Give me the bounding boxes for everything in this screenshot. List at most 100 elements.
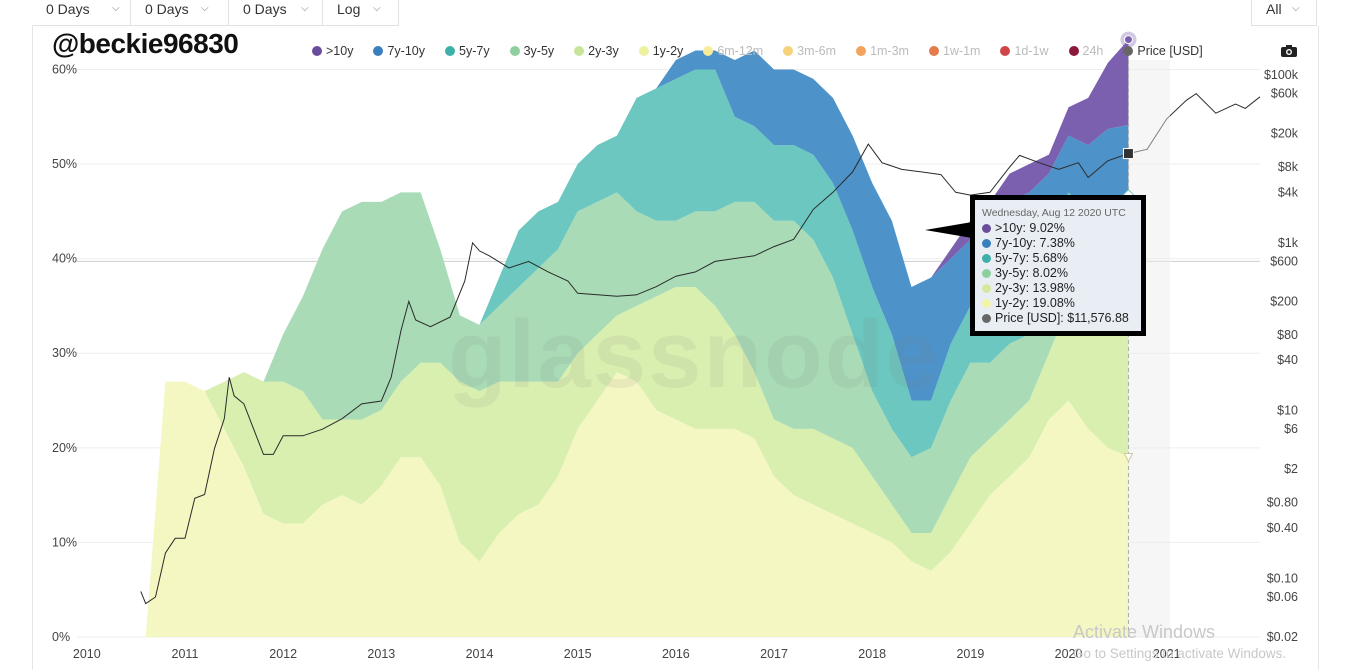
legend-item[interactable]: 2y-3y — [574, 44, 619, 58]
tooltip-label: 7y-10y: — [995, 236, 1040, 250]
range-dropdown-1[interactable]: 0 Days ⌵ — [32, 0, 131, 26]
chevron-down-icon: ⌵ — [1292, 3, 1300, 14]
tooltip-swatch — [982, 224, 991, 233]
legend-item[interactable]: 1y-2y — [638, 44, 683, 58]
tooltip-row: >10y: 9.02% — [982, 221, 1141, 236]
tooltip-swatch — [982, 269, 991, 278]
legend-item[interactable]: 7y-10y — [373, 44, 425, 58]
activate-windows-title: Activate Windows — [1073, 622, 1216, 642]
chevron-down-icon: ⌵ — [112, 3, 120, 14]
activate-windows-subtitle: Go to Settings to activate Windows. — [1073, 646, 1287, 661]
scale-dropdown[interactable]: Log ⌵ — [323, 0, 399, 26]
x-tick-label: 2011 — [172, 647, 199, 661]
legend-item[interactable]: 5y-7y — [445, 44, 490, 58]
legend-item[interactable]: 24h — [1068, 44, 1103, 58]
x-tick-label: 2015 — [564, 647, 592, 661]
x-tick-label: 2016 — [662, 647, 690, 661]
legend-swatch — [445, 46, 455, 56]
tooltip-row: 3y-5y: 8.02% — [982, 266, 1141, 281]
y-tick-label-left: 20% — [52, 441, 77, 455]
y-tick-label-right: $100k — [1264, 68, 1299, 82]
legend-swatch — [312, 46, 322, 56]
x-tick-label: 2019 — [956, 647, 984, 661]
username-watermark: @beckie96830 — [52, 28, 239, 59]
tooltip-label: 1y-2y: — [995, 296, 1033, 310]
tooltip-label: 2y-3y: — [995, 281, 1033, 295]
price-series-line — [140, 92, 1261, 605]
tooltip-row: 1y-2y: 19.08% — [982, 296, 1141, 311]
tooltip-swatch — [982, 299, 991, 308]
y-tick-label-right: $80 — [1277, 328, 1298, 342]
legend-item[interactable]: 3m-6m — [783, 44, 836, 58]
y-tick-label-right: $40 — [1277, 353, 1298, 367]
x-tick-label: 2013 — [367, 647, 395, 661]
x-tick-label: 2010 — [73, 647, 101, 661]
y-tick-label-right: $2 — [1284, 462, 1298, 476]
x-axis: 2010 2011 2012 2013 2014 2015 2016 2017 2018 2019… — [73, 647, 1181, 661]
legend-swatch — [856, 46, 867, 56]
legend-item[interactable]: 1d-1w — [1000, 44, 1049, 58]
y-tick-label-right: $0.10 — [1267, 571, 1298, 585]
tooltip-label: Price [USD]: — [995, 311, 1068, 325]
y-tick-label-right: $0.40 — [1267, 521, 1298, 535]
legend-label: 6m-12m — [717, 44, 764, 58]
y-tick-label-right: $0.80 — [1267, 496, 1298, 510]
legend-swatch — [703, 46, 714, 56]
y-tick-label-right: $0.06 — [1267, 590, 1298, 604]
y-tick-label-right: $60k — [1271, 87, 1299, 101]
legend-item[interactable]: 1m-3m — [856, 44, 909, 58]
y-tick-label-left: 50% — [52, 157, 77, 171]
tooltip-value: 7.38% — [1039, 236, 1075, 250]
y-tick-label-right: $20k — [1271, 127, 1299, 141]
tooltip-value: 9.02% — [1029, 221, 1065, 235]
legend-label: 3y-5y — [523, 44, 555, 58]
range-dropdown-2[interactable]: 0 Days ⌵ — [131, 0, 229, 26]
cursor-marker — [1123, 453, 1134, 463]
stacked-areas — [145, 39, 1129, 638]
chevron-down-icon: ⌵ — [301, 3, 309, 14]
tooltip-value: $11,576.88 — [1067, 311, 1129, 325]
area-2y-3y — [145, 287, 1129, 637]
y-tick-label-left: 60% — [52, 62, 77, 76]
dropdown-label: All — [1266, 1, 1282, 17]
x-tick-label: 2012 — [269, 647, 297, 661]
legend-item[interactable]: 6m-12m — [703, 44, 763, 58]
legend-swatch — [1000, 46, 1011, 56]
legend-item[interactable]: Price [USD] — [1123, 44, 1203, 58]
tooltip-value: 19.08% — [1032, 296, 1075, 310]
legend-label: 1m-3m — [870, 44, 909, 58]
legend-item[interactable]: 1w-1m — [928, 44, 980, 58]
tooltip-row: 5y-7y: 5.68% — [982, 251, 1141, 266]
tooltip-value: 13.98% — [1032, 281, 1075, 295]
legend-label: >10y — [326, 44, 354, 58]
tooltip-value: 8.02% — [1032, 266, 1068, 280]
camera-icon[interactable] — [1280, 44, 1298, 58]
legend-label: 7y-10y — [387, 44, 425, 58]
tooltip-swatch — [982, 314, 991, 323]
legend-item[interactable]: 3y-5y — [509, 44, 555, 58]
cursor-marker — [1123, 35, 1133, 45]
area-5y-7y — [145, 69, 1129, 638]
x-tick-label: 2017 — [760, 647, 788, 661]
y-tick-label-right: $0.02 — [1267, 630, 1298, 644]
y-tick-label-right: $600 — [1270, 254, 1298, 268]
x-tick-label: 2018 — [858, 647, 886, 661]
toolbar: 0 Days ⌵ 0 Days ⌵ 0 Days ⌵ Log ⌵ All ⌵ — [0, 0, 1345, 26]
range-dropdown-3[interactable]: 0 Days ⌵ — [229, 0, 323, 26]
legend-label: 1d-1w — [1014, 44, 1049, 58]
area-7y-10y — [145, 50, 1129, 637]
legend-label: 2y-3y — [588, 44, 619, 58]
zoom-dropdown[interactable]: All ⌵ — [1251, 0, 1317, 26]
tooltip-row: 2y-3y: 13.98% — [982, 281, 1141, 296]
y-axis-right: $100k $60k $20k $8k $4k $1k $600 $200 $80 $40 $10 $… — [1264, 68, 1299, 644]
legend-label: Price [USD] — [1137, 44, 1203, 58]
chart-legend: >10y 7y-10y 5y-7y 3y-5y 2y-3y 1y-2y 6m-12m 3m-6… — [312, 44, 1223, 62]
y-tick-label-right: $1k — [1278, 236, 1299, 250]
legend-item[interactable]: >10y — [312, 44, 353, 58]
y-tick-label-right: $10 — [1277, 404, 1298, 418]
area-1y-2y — [145, 372, 1129, 637]
arrow-shape — [925, 221, 978, 239]
dropdown-label: 0 Days — [46, 1, 90, 17]
tooltip-row: 7y-10y: 7.38% — [982, 236, 1141, 251]
